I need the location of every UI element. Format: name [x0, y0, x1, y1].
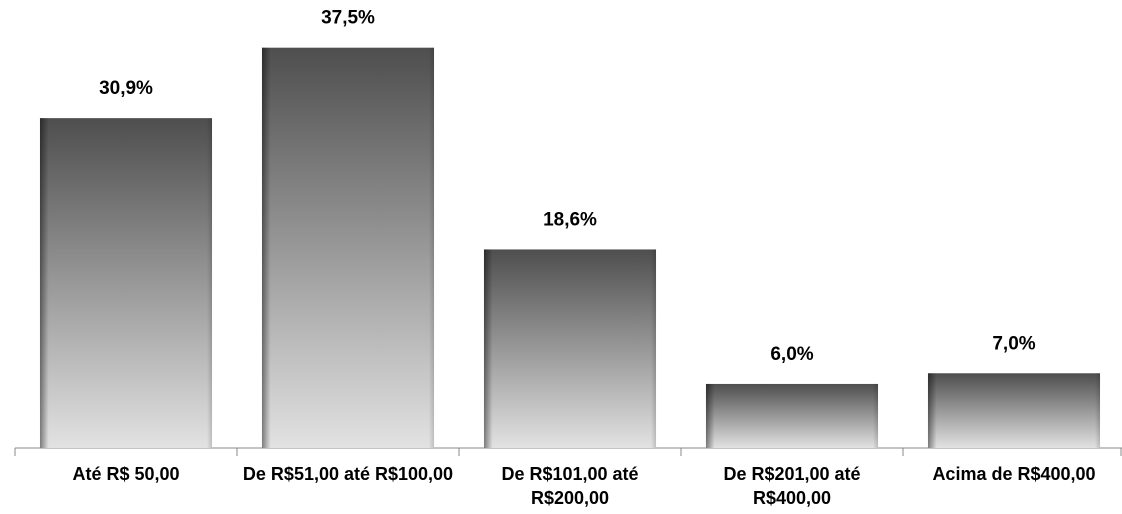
value-label: 7,0%: [992, 333, 1035, 354]
x-tick-label: De R$201,00 até R$400,00: [723, 464, 861, 508]
bar-shade: [705, 383, 879, 448]
value-label: 6,0%: [770, 344, 813, 365]
bar-shade: [261, 47, 435, 448]
value-label: 18,6%: [543, 209, 597, 230]
value-label: 30,9%: [99, 78, 153, 99]
bar-shade: [483, 249, 657, 448]
bar-shade: [39, 118, 213, 448]
x-tick-label: De R$101,00 até R$200,00: [501, 464, 639, 508]
x-tick-label: Até R$ 50,00: [72, 464, 180, 484]
x-tick-label: Acima de R$400,00: [932, 464, 1096, 484]
value-label: 37,5%: [321, 8, 375, 29]
bar-shade: [927, 373, 1101, 448]
x-tick-label: De R$51,00 até R$100,00: [242, 464, 454, 484]
